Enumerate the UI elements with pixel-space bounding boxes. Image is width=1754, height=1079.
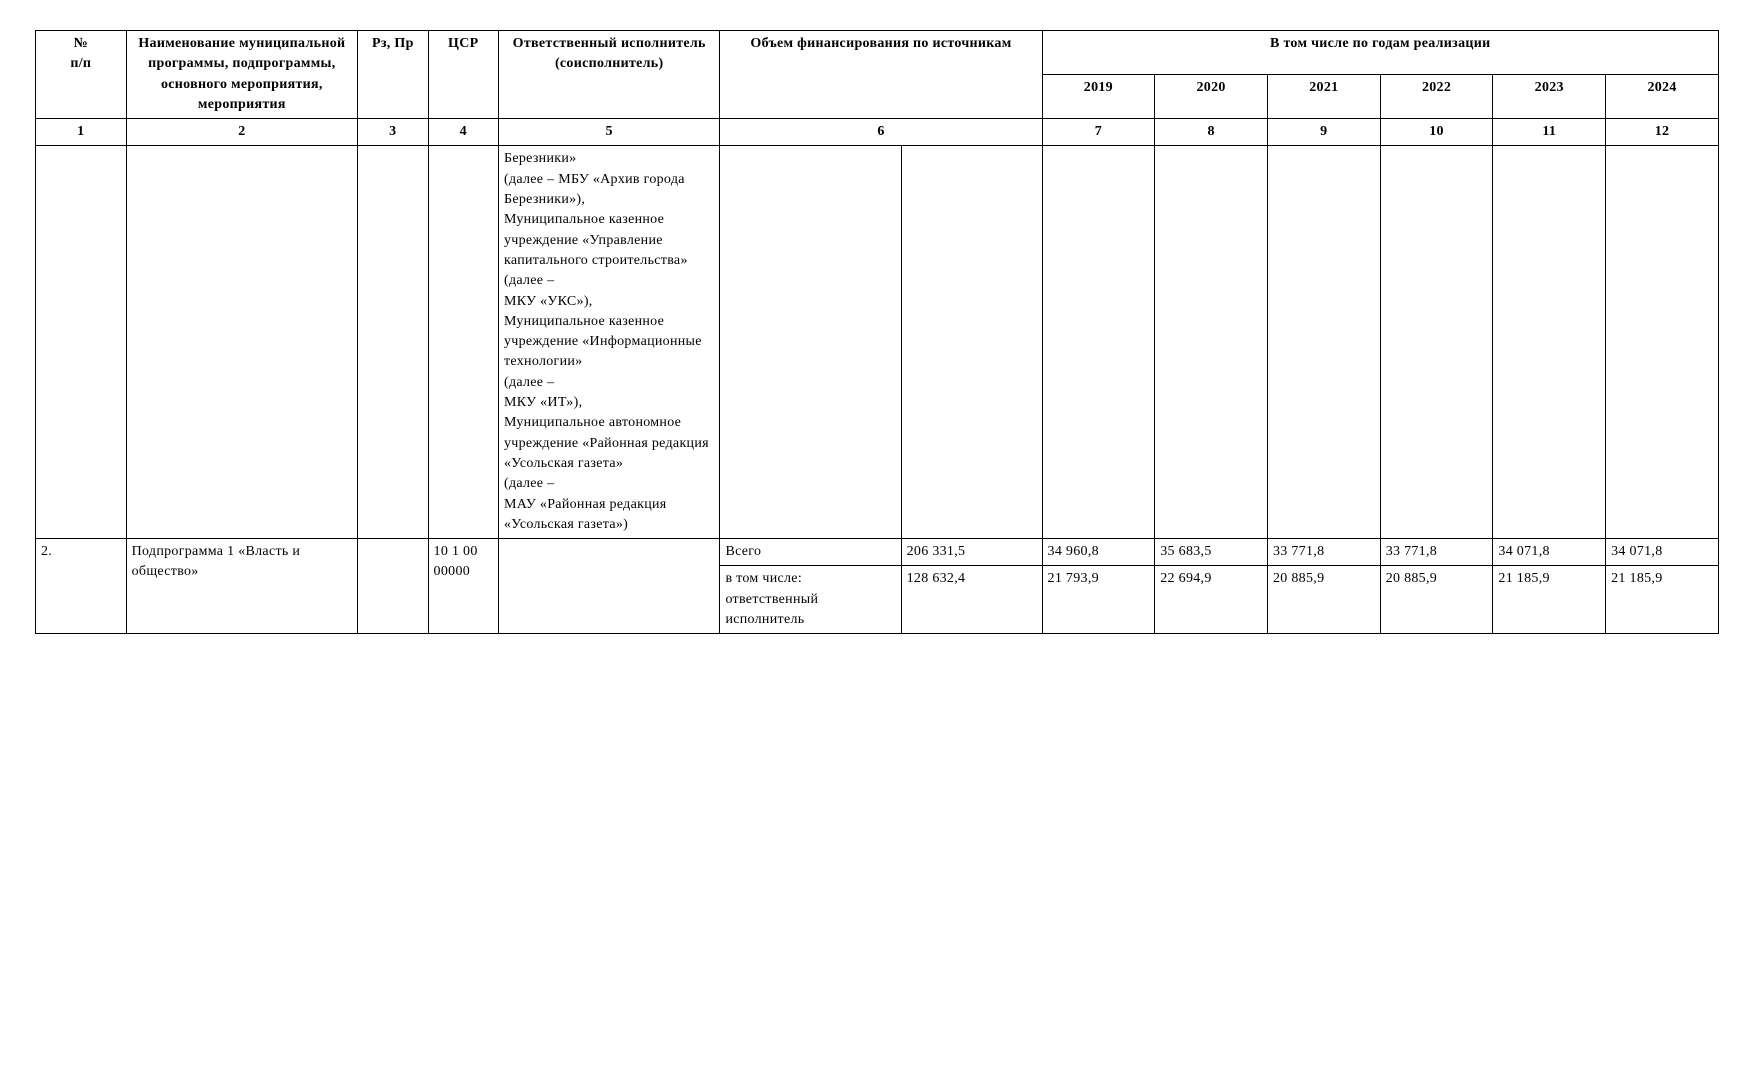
hdr-year-2019: 2019	[1042, 75, 1155, 119]
row2-l2-amt: 128 632,4	[901, 566, 1042, 634]
cell-y4	[1380, 146, 1493, 539]
colnum-10: 10	[1380, 119, 1493, 146]
colnum-11: 11	[1493, 119, 1606, 146]
colnum-12: 12	[1606, 119, 1719, 146]
hdr-rz: Рз, Пр	[358, 31, 428, 119]
colnum-4: 4	[428, 119, 498, 146]
row2-exec	[498, 539, 719, 634]
row2-l1-y5: 34 071,8	[1493, 539, 1606, 566]
cell-name	[126, 146, 358, 539]
colnum-5: 5	[498, 119, 719, 146]
hdr-year-2023: 2023	[1493, 75, 1606, 119]
row2-l1-y1: 34 960,8	[1042, 539, 1155, 566]
hdr-exec: Ответственный исполнитель (соисполнитель…	[498, 31, 719, 119]
colnum-6: 6	[720, 119, 1042, 146]
cell-idx	[36, 146, 127, 539]
row2-l2-src: в том числе: ответственный исполнитель	[720, 566, 901, 634]
row2-l1-y3: 33 771,8	[1267, 539, 1380, 566]
table-row-2-total: 2. Подпрограмма 1 «Власть и общество» 10…	[36, 539, 1719, 566]
hdr-year-2020: 2020	[1155, 75, 1268, 119]
row2-rz	[358, 539, 428, 634]
row2-l1-y4: 33 771,8	[1380, 539, 1493, 566]
colnum-3: 3	[358, 119, 428, 146]
cell-csr	[428, 146, 498, 539]
row2-l1-y2: 35 683,5	[1155, 539, 1268, 566]
cell-rz	[358, 146, 428, 539]
row2-l2-y5: 21 185,9	[1493, 566, 1606, 634]
colnum-7: 7	[1042, 119, 1155, 146]
column-number-row: 1 2 3 4 5 6 7 8 9 10 11 12	[36, 119, 1719, 146]
cell-src	[720, 146, 901, 539]
row2-l2-y4: 20 885,9	[1380, 566, 1493, 634]
row2-l2-y6: 21 185,9	[1606, 566, 1719, 634]
table-row-continuation: Березники»(далее – МБУ «Архив города Бер…	[36, 146, 1719, 539]
cell-y6	[1606, 146, 1719, 539]
row2-l1-src: Всего	[720, 539, 901, 566]
hdr-year-2022: 2022	[1380, 75, 1493, 119]
colnum-8: 8	[1155, 119, 1268, 146]
hdr-finance: Объем финансирования по источникам	[720, 31, 1042, 119]
hdr-year-2021: 2021	[1267, 75, 1380, 119]
row2-l2-y3: 20 885,9	[1267, 566, 1380, 634]
row2-csr: 10 1 00 00000	[428, 539, 498, 634]
cell-y5	[1493, 146, 1606, 539]
cell-y3	[1267, 146, 1380, 539]
cell-exec: Березники»(далее – МБУ «Архив города Бер…	[498, 146, 719, 539]
row2-l2-y2: 22 694,9	[1155, 566, 1268, 634]
hdr-name: Наименование муниципальной программы, по…	[126, 31, 358, 119]
row2-idx: 2.	[36, 539, 127, 634]
cell-amt	[901, 146, 1042, 539]
colnum-2: 2	[126, 119, 358, 146]
colnum-9: 9	[1267, 119, 1380, 146]
colnum-1: 1	[36, 119, 127, 146]
header-row-1: №п/п Наименование муниципальной программ…	[36, 31, 1719, 75]
hdr-year-2024: 2024	[1606, 75, 1719, 119]
row2-l1-y6: 34 071,8	[1606, 539, 1719, 566]
financing-table: №п/п Наименование муниципальной программ…	[35, 30, 1719, 634]
cell-y2	[1155, 146, 1268, 539]
cell-y1	[1042, 146, 1155, 539]
row2-l2-y1: 21 793,9	[1042, 566, 1155, 634]
row2-l1-amt: 206 331,5	[901, 539, 1042, 566]
hdr-csr: ЦСР	[428, 31, 498, 119]
hdr-years-group: В том числе по годам реализации	[1042, 31, 1718, 75]
row2-name: Подпрограмма 1 «Власть и общество»	[126, 539, 358, 634]
hdr-index: №п/п	[36, 31, 127, 119]
